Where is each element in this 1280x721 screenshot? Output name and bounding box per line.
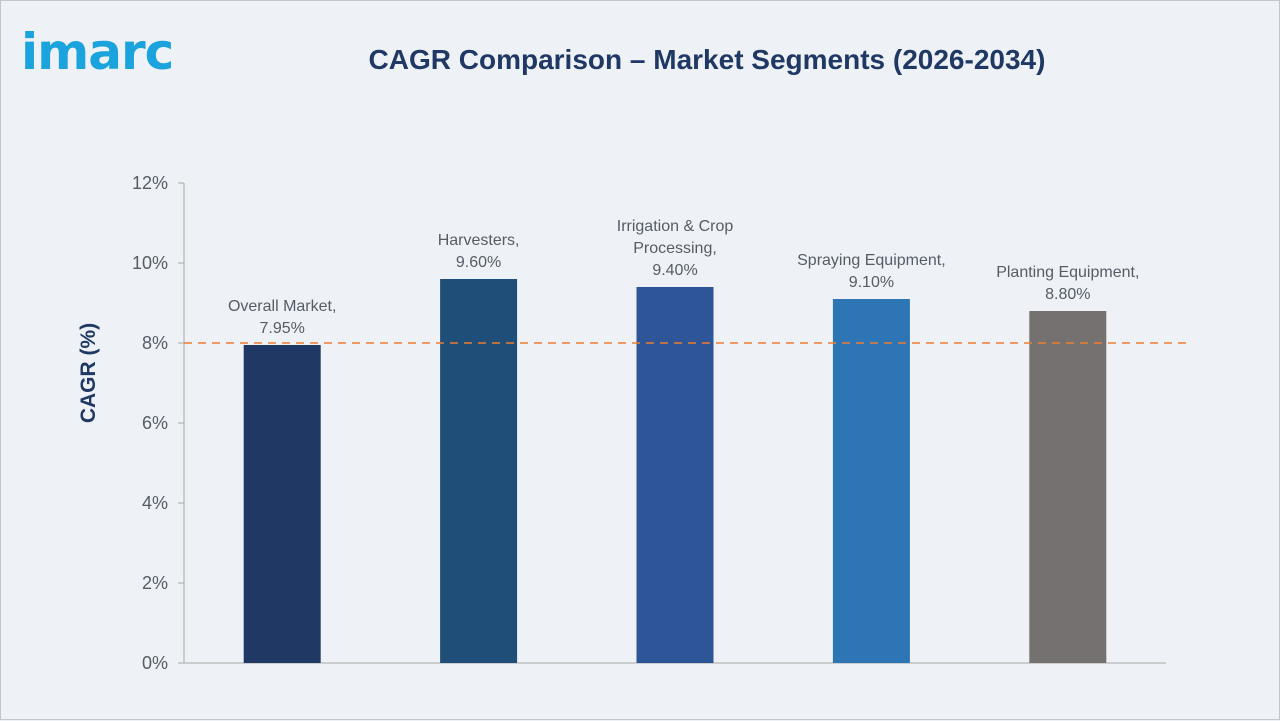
- imarc-logo: imarc: [21, 23, 174, 81]
- bar-4: [832, 299, 910, 663]
- y-tick-label: 8%: [142, 333, 168, 353]
- chart-title: CAGR Comparison – Market Segments (2026-…: [368, 44, 1046, 75]
- data-label: Irrigation & Crop: [617, 218, 734, 235]
- data-label: 7.95%: [260, 320, 305, 337]
- y-tick-label: 6%: [142, 413, 168, 433]
- data-label: 8.80%: [1045, 286, 1090, 303]
- y-tick-label: 4%: [142, 493, 168, 513]
- data-label: Overall Market,: [228, 298, 336, 315]
- data-label: Processing,: [633, 240, 717, 257]
- data-label: 9.40%: [652, 262, 697, 279]
- data-label: Harvesters,: [438, 232, 520, 249]
- data-label: 9.60%: [456, 254, 501, 271]
- y-tick-label: 12%: [132, 173, 168, 193]
- data-label: 9.10%: [849, 274, 894, 291]
- data-label: Planting Equipment,: [996, 264, 1139, 281]
- y-tick-label: 10%: [132, 253, 168, 273]
- bar-5: [1029, 311, 1107, 663]
- y-tick-label: 0%: [142, 653, 168, 673]
- data-label: Spraying Equipment,: [797, 252, 946, 269]
- y-tick-label: 2%: [142, 573, 168, 593]
- bar-1: [243, 345, 321, 663]
- bar-3: [636, 287, 714, 663]
- bar-2: [440, 279, 518, 663]
